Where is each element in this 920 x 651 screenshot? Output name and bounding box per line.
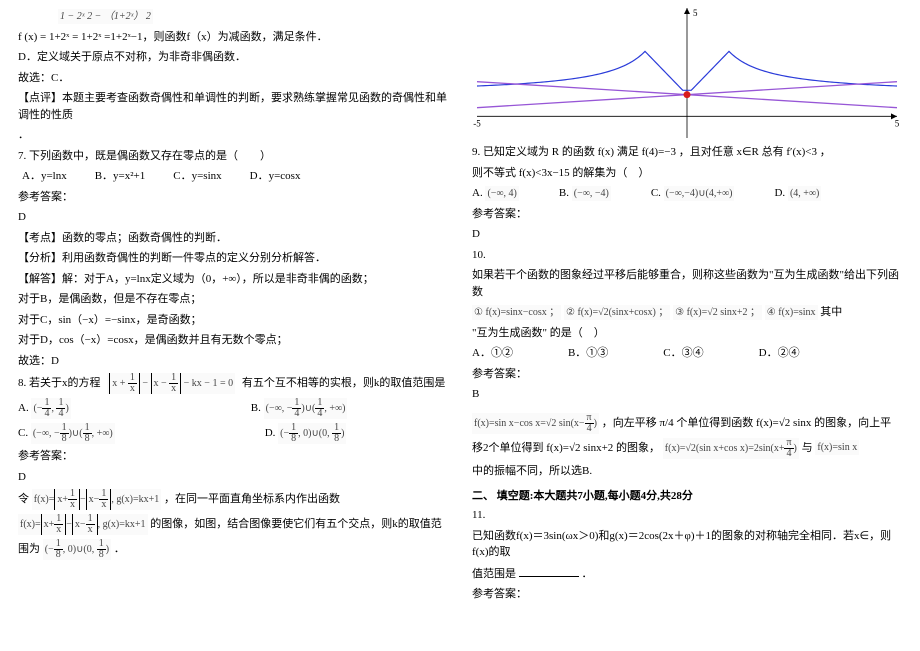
ling-eq: f(x)=x+1x−x−1x, g(x)=kx+1 xyxy=(32,489,162,510)
weiru: 围为 xyxy=(18,543,40,555)
answer-label-8: 参考答案： xyxy=(18,448,448,465)
q11-num: 11. xyxy=(472,507,902,524)
q10-f4: ④ f(x)=sinx xyxy=(765,306,818,318)
choose-c: 故选：C． xyxy=(18,70,448,87)
q11-dot: ． xyxy=(582,568,593,580)
ling2-tail: 的图像，如图，结合图像要使它们有五个交点，则k的取值范 xyxy=(150,518,442,530)
q8-opt-a: A. (−14, 14) xyxy=(18,398,71,419)
weiru-eq: (−18, 0)∪(0, 18) xyxy=(43,539,111,560)
dot: ． xyxy=(18,127,448,144)
jieda-c: 对于C，sin（−x）=−sinx，是奇函数； xyxy=(18,312,448,329)
q9-opt-d: D. (4, +∞) xyxy=(774,185,821,202)
answer-9: D xyxy=(472,226,902,243)
q8-opt-b: B. (−∞, −14)∪(14, +∞) xyxy=(251,398,348,419)
q10-opt-d: D．②④ xyxy=(759,345,800,362)
q11-stem: 已知函数f(x)＝3sin(ωx＞0)和g(x)＝2cos(2x＋φ)＋1的图象… xyxy=(472,528,902,561)
q7-opt-c: C．y=sinx xyxy=(173,168,221,185)
q10-opt-c: C．③④ xyxy=(663,345,703,362)
q7-stem: 7. 下列函数中，既是偶函数又存在零点的是（ ） xyxy=(18,148,448,165)
exp2-text-a: 移2个单位得到 f(x)=√2 sinx+2 的图象， xyxy=(472,441,660,453)
q10-stem: 如果若干个函数的图象经过平移后能够重合，则称这些函数为"互为生成函数"给出下列函… xyxy=(472,267,902,300)
q10-f3: ③ f(x)=√2 sinx+2 ； xyxy=(673,306,762,318)
choose-d: 故选：D xyxy=(18,353,448,370)
q9-stem-2: 则不等式 f(x)<3x−15 的解集为（ ） xyxy=(472,165,902,182)
answer-label-7: 参考答案： xyxy=(18,189,448,206)
q8-stem-2: 有五个互不相等的实根，则k的取值范围是 xyxy=(242,377,446,389)
q8-stem-1: 8. 若关于x的方程 xyxy=(18,377,101,389)
jieda-d: 对于D，cos（−x）=cosx，是偶函数并且有无数个零点； xyxy=(18,332,448,349)
function-graph: -5 5 5 xyxy=(472,8,902,138)
q9-opt-b: B. (−∞, −4) xyxy=(559,185,611,202)
weiru-dot: ． xyxy=(114,543,125,555)
exp3: 中的振幅不同，所以选B. xyxy=(472,463,902,480)
svg-text:5: 5 xyxy=(895,118,900,128)
q11-stem-2: 值范围是 xyxy=(472,568,516,580)
exp1-text: ，向左平移 π/4 个单位得到函数 f(x)=√2 sinx 的图象，向上平 xyxy=(602,416,891,428)
jieda-a: 【解答】解：对于A，y=lnx定义域为（0，+∞），所以是非奇非偶的函数； xyxy=(18,271,448,288)
kaodian: 【考点】函数的零点；函数奇偶性的判断． xyxy=(18,230,448,247)
ling-tail: ，在同一平面直角坐标系内作出函数 xyxy=(164,493,340,505)
q10-opt-a: A．①② xyxy=(472,345,513,362)
comment-line: 【点评】本题主要考查函数奇偶性和单调性的判断，要求熟练掌握常见函数的奇偶性和单调… xyxy=(18,90,448,123)
q8-opt-d: D. (−18, 0)∪(0, 18) xyxy=(265,423,347,444)
answer-label-10: 参考答案： xyxy=(472,366,902,383)
q10-num: 10. xyxy=(472,247,902,264)
formula-line: f (x) = 1+2ˣ = 1+2ˣ =1+2ˣ−1，则函数f（x）为减函数，… xyxy=(18,29,448,46)
answer-7: D xyxy=(18,209,448,226)
q8-equation: x + 1x − x − 1x − kx − 1 = 0 xyxy=(107,373,235,394)
eq-fraction-top: 1 − 2ˣ 2 − （1+2ˣ） 2 xyxy=(58,9,153,24)
q9-opt-a: A. (−∞, 4) xyxy=(472,185,519,202)
exp2-eq: f(x)=√2(sin x+cos x)=2sin(x+π4) xyxy=(663,438,799,459)
q10-tail: 其中 xyxy=(820,306,842,318)
svg-text:5: 5 xyxy=(693,8,698,18)
jieda-b: 对于B，是偶函数，但是不存在零点； xyxy=(18,291,448,308)
q7-opt-b: B．y=x²+1 xyxy=(95,168,146,185)
q10-stem-2: "互为生成函数" 的是（ ） xyxy=(472,325,902,342)
fenxi: 【分析】利用函数奇偶性的判断一件零点的定义分别分析解答． xyxy=(18,250,448,267)
answer-8: D xyxy=(18,469,448,486)
exp1-eq: f(x)=sin x−cos x=√2 sin(x−π4) xyxy=(472,413,599,434)
q7-opt-a: A．y=lnx xyxy=(22,168,67,185)
fill-blank[interactable] xyxy=(519,565,579,577)
q8-opt-c: C. (−∞, −18)∪(18, +∞) xyxy=(18,423,115,444)
q10-opt-b: B．①③ xyxy=(568,345,608,362)
q10-f2: ② f(x)=√2(sinx+cosx) ； xyxy=(564,306,670,318)
q9-opt-c: C. (−∞,−4)∪(4,+∞) xyxy=(651,185,735,202)
answer-label-11: 参考答案： xyxy=(472,586,902,603)
ling: 令 xyxy=(18,493,29,505)
q9-stem-1: 9. 已知定义域为 R 的函数 f(x) 满足 f(4)=−3 ，且对任意 x∈… xyxy=(472,146,831,158)
q10-f1: ① f(x)=sinx−cosx ； xyxy=(472,306,561,318)
ling2-eq: f(x)=x+1x−x−1x, g(x)=kx+1 xyxy=(18,514,148,535)
answer-10: B xyxy=(472,386,902,403)
q7-opt-d: D．y=cosx xyxy=(250,168,301,185)
answer-label-9: 参考答案： xyxy=(472,206,902,223)
svg-text:-5: -5 xyxy=(473,118,481,128)
option-d-text: D．定义域关于原点不对称，为非奇非偶函数． xyxy=(18,49,448,66)
section-2-title: 二、 填空题:本大题共7小题,每小题4分,共28分 xyxy=(472,487,902,503)
